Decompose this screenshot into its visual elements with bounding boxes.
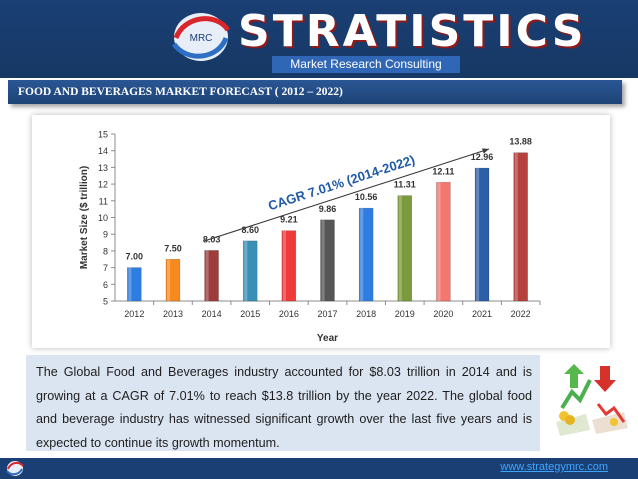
trend-arrow-head	[482, 148, 489, 154]
bar-2018	[358, 207, 374, 302]
page-title: FOOD AND BEVERAGES MARKET FORECAST ( 201…	[18, 86, 343, 98]
bar-2019	[397, 195, 413, 302]
x-tick-label-2017: 2017	[317, 309, 337, 319]
bar-highlight-2020	[437, 182, 441, 301]
description-text: The Global Food and Beverages industry a…	[36, 365, 532, 450]
x-tick-label-2019: 2019	[395, 309, 415, 319]
y-axis-title: Market Size ($ trillion)	[79, 166, 90, 269]
bar-2015	[242, 240, 258, 302]
x-tick-label-2012: 2012	[124, 309, 144, 319]
footer-logo-icon	[6, 461, 24, 476]
x-tick-label-2020: 2020	[433, 309, 453, 319]
y-tick-label: 15	[98, 130, 108, 140]
bar-2014	[204, 250, 219, 302]
y-tick-label: 9	[103, 230, 108, 240]
bar-highlight-2012	[128, 267, 132, 301]
data-label-2017: 9.86	[319, 204, 337, 214]
y-tick-label: 5	[103, 297, 108, 307]
data-label-2019: 11.31	[394, 180, 416, 190]
stratistics-globe-logo-icon: MRC	[171, 13, 231, 61]
logo-text: MRC	[190, 33, 213, 44]
bar-2021	[474, 167, 490, 302]
y-tick-label: 6	[103, 280, 108, 290]
bar-highlight-2019	[398, 195, 402, 301]
data-label-2013: 7.50	[164, 243, 182, 253]
x-tick-label-2015: 2015	[240, 309, 260, 319]
x-tick-label-2018: 2018	[356, 309, 376, 319]
data-label-2018: 10.56	[355, 192, 378, 202]
trend-arrow-line	[204, 148, 490, 242]
chart-panel: 5 6 7 8 9 10 11 12 13 14 15 7.00 2012 7.50 2013 8.03 201…	[32, 115, 610, 348]
footer: www.strategymrc.com	[0, 458, 638, 479]
bar-2016	[281, 230, 297, 302]
x-tick-label-2021: 2021	[472, 309, 492, 319]
website-link[interactable]: www.strategymrc.com	[500, 461, 608, 473]
y-tick-label: 8	[103, 246, 108, 256]
title-bar: FOOD AND BEVERAGES MARKET FORECAST ( 201…	[8, 80, 622, 104]
tagline: Market Research Consulting	[272, 56, 460, 73]
bar-highlight-2014	[205, 250, 209, 301]
x-tick-label-2022: 2022	[511, 309, 531, 319]
y-tick-label: 11	[99, 196, 108, 206]
x-tick-label-2016: 2016	[279, 309, 299, 319]
data-label-2015: 8.60	[241, 225, 259, 235]
x-axis-title: Year	[317, 333, 338, 344]
bar-2022	[513, 152, 528, 302]
x-tick-label-2014: 2014	[202, 309, 222, 319]
y-tick-label: 12	[98, 180, 108, 190]
growth-decline-arrows-icon	[556, 364, 628, 436]
data-label-2014: 8.03	[203, 234, 221, 244]
bar-highlight-2016	[282, 230, 286, 301]
y-tick-label: 13	[98, 163, 108, 173]
bar-2012	[127, 267, 142, 302]
bar-2020	[436, 181, 451, 302]
data-label-2016: 9.21	[280, 215, 298, 225]
x-tick-label-2013: 2013	[163, 309, 183, 319]
market-forecast-chart: 5 6 7 8 9 10 11 12 13 14 15 7.00 2012 7.50 2013 8.03 201…	[79, 130, 541, 344]
bar-highlight-2018	[360, 208, 364, 301]
bar-2013	[165, 258, 181, 302]
bar-highlight-2022	[514, 152, 518, 301]
data-label-2012: 7.00	[126, 252, 144, 262]
data-label-2020: 12.11	[432, 166, 454, 176]
y-tick-label: 7	[103, 263, 108, 273]
bar-highlight-2015	[244, 240, 248, 301]
y-tick-label: 14	[98, 146, 108, 156]
bar-highlight-2013	[167, 259, 171, 301]
header: MRC STRATISTICS Market Research Consulti…	[0, 0, 638, 78]
bar-highlight-2021	[476, 168, 480, 301]
brand-name: STRATISTICS	[238, 6, 587, 57]
bar-2017	[320, 219, 335, 302]
data-label-2021: 12.96	[471, 152, 494, 162]
data-label-2022: 13.88	[509, 137, 532, 147]
description-box: The Global Food and Beverages industry a…	[26, 355, 540, 451]
y-tick-label: 10	[98, 213, 108, 223]
bar-highlight-2017	[321, 219, 325, 301]
